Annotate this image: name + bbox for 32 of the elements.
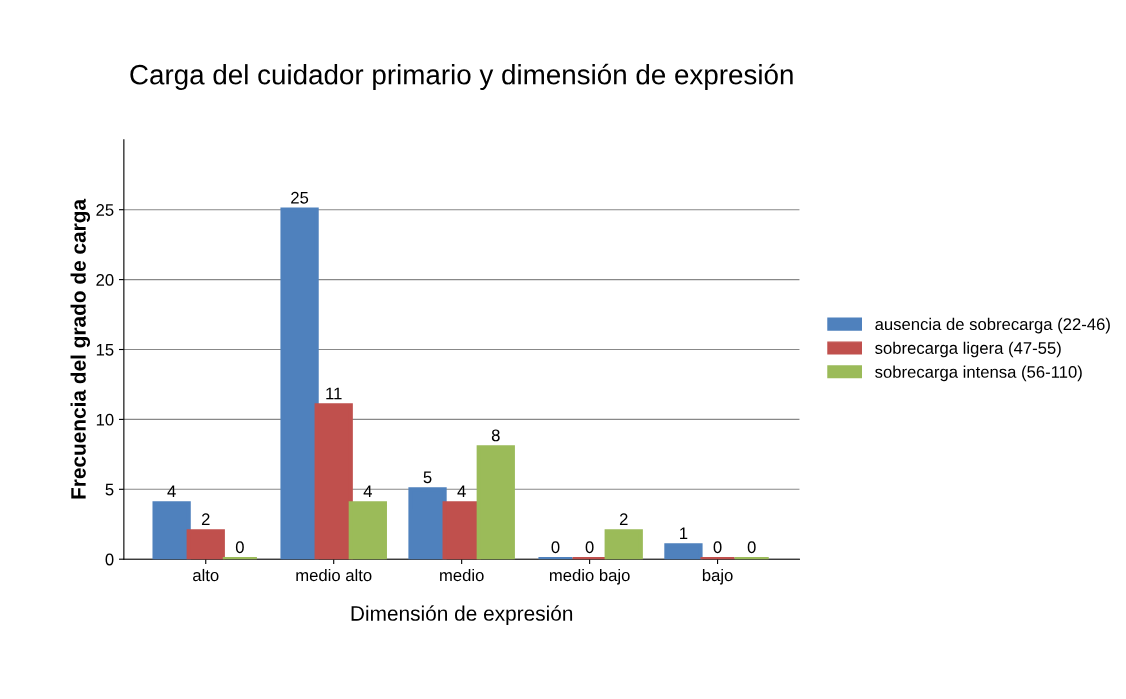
x-tick-label: medio bbox=[440, 568, 484, 582]
legend-label: ausencia de sobrecarga (22-46) bbox=[875, 317, 1110, 334]
x-axis-title: Dimensión de expresión bbox=[351, 605, 573, 625]
data-label: 0 bbox=[585, 541, 594, 554]
data-label: 0 bbox=[551, 541, 560, 554]
y-tick-label: 10 bbox=[96, 413, 114, 426]
y-tick-label: 20 bbox=[96, 274, 114, 286]
data-label: 25 bbox=[291, 191, 309, 204]
data-label: 1 bbox=[680, 527, 688, 539]
data-label: 4 bbox=[167, 485, 176, 498]
y-axis-title: Frecuencia del grado de carga bbox=[70, 198, 91, 499]
data-label: 8 bbox=[491, 429, 500, 442]
legend-label: sobrecarga intensa (56-110) bbox=[875, 365, 1082, 382]
legend-label: sobrecarga ligera (47-55) bbox=[875, 341, 1061, 358]
data-label: 4 bbox=[457, 485, 466, 498]
data-label: 0 bbox=[747, 541, 756, 554]
data-label: 4 bbox=[363, 485, 372, 498]
x-tick-label: medio alto bbox=[296, 568, 372, 582]
data-label: 0 bbox=[713, 541, 722, 554]
x-tick-label: medio bajo bbox=[549, 568, 630, 585]
y-tick-label: 25 bbox=[96, 204, 114, 216]
chart-title: Carga del cuidador primario y dimensión de expresión bbox=[130, 63, 793, 91]
x-tick-label: alto bbox=[193, 568, 219, 582]
y-tick-label: 5 bbox=[105, 483, 114, 496]
y-tick-label: 15 bbox=[96, 344, 114, 356]
data-label: 0 bbox=[235, 541, 244, 554]
data-label: 2 bbox=[201, 513, 210, 525]
data-label: 11 bbox=[326, 387, 342, 400]
x-tick-label: bajo bbox=[702, 568, 733, 585]
y-tick-label: 0 bbox=[105, 553, 114, 566]
data-label: 2 bbox=[619, 513, 628, 525]
data-label: 5 bbox=[423, 471, 432, 484]
